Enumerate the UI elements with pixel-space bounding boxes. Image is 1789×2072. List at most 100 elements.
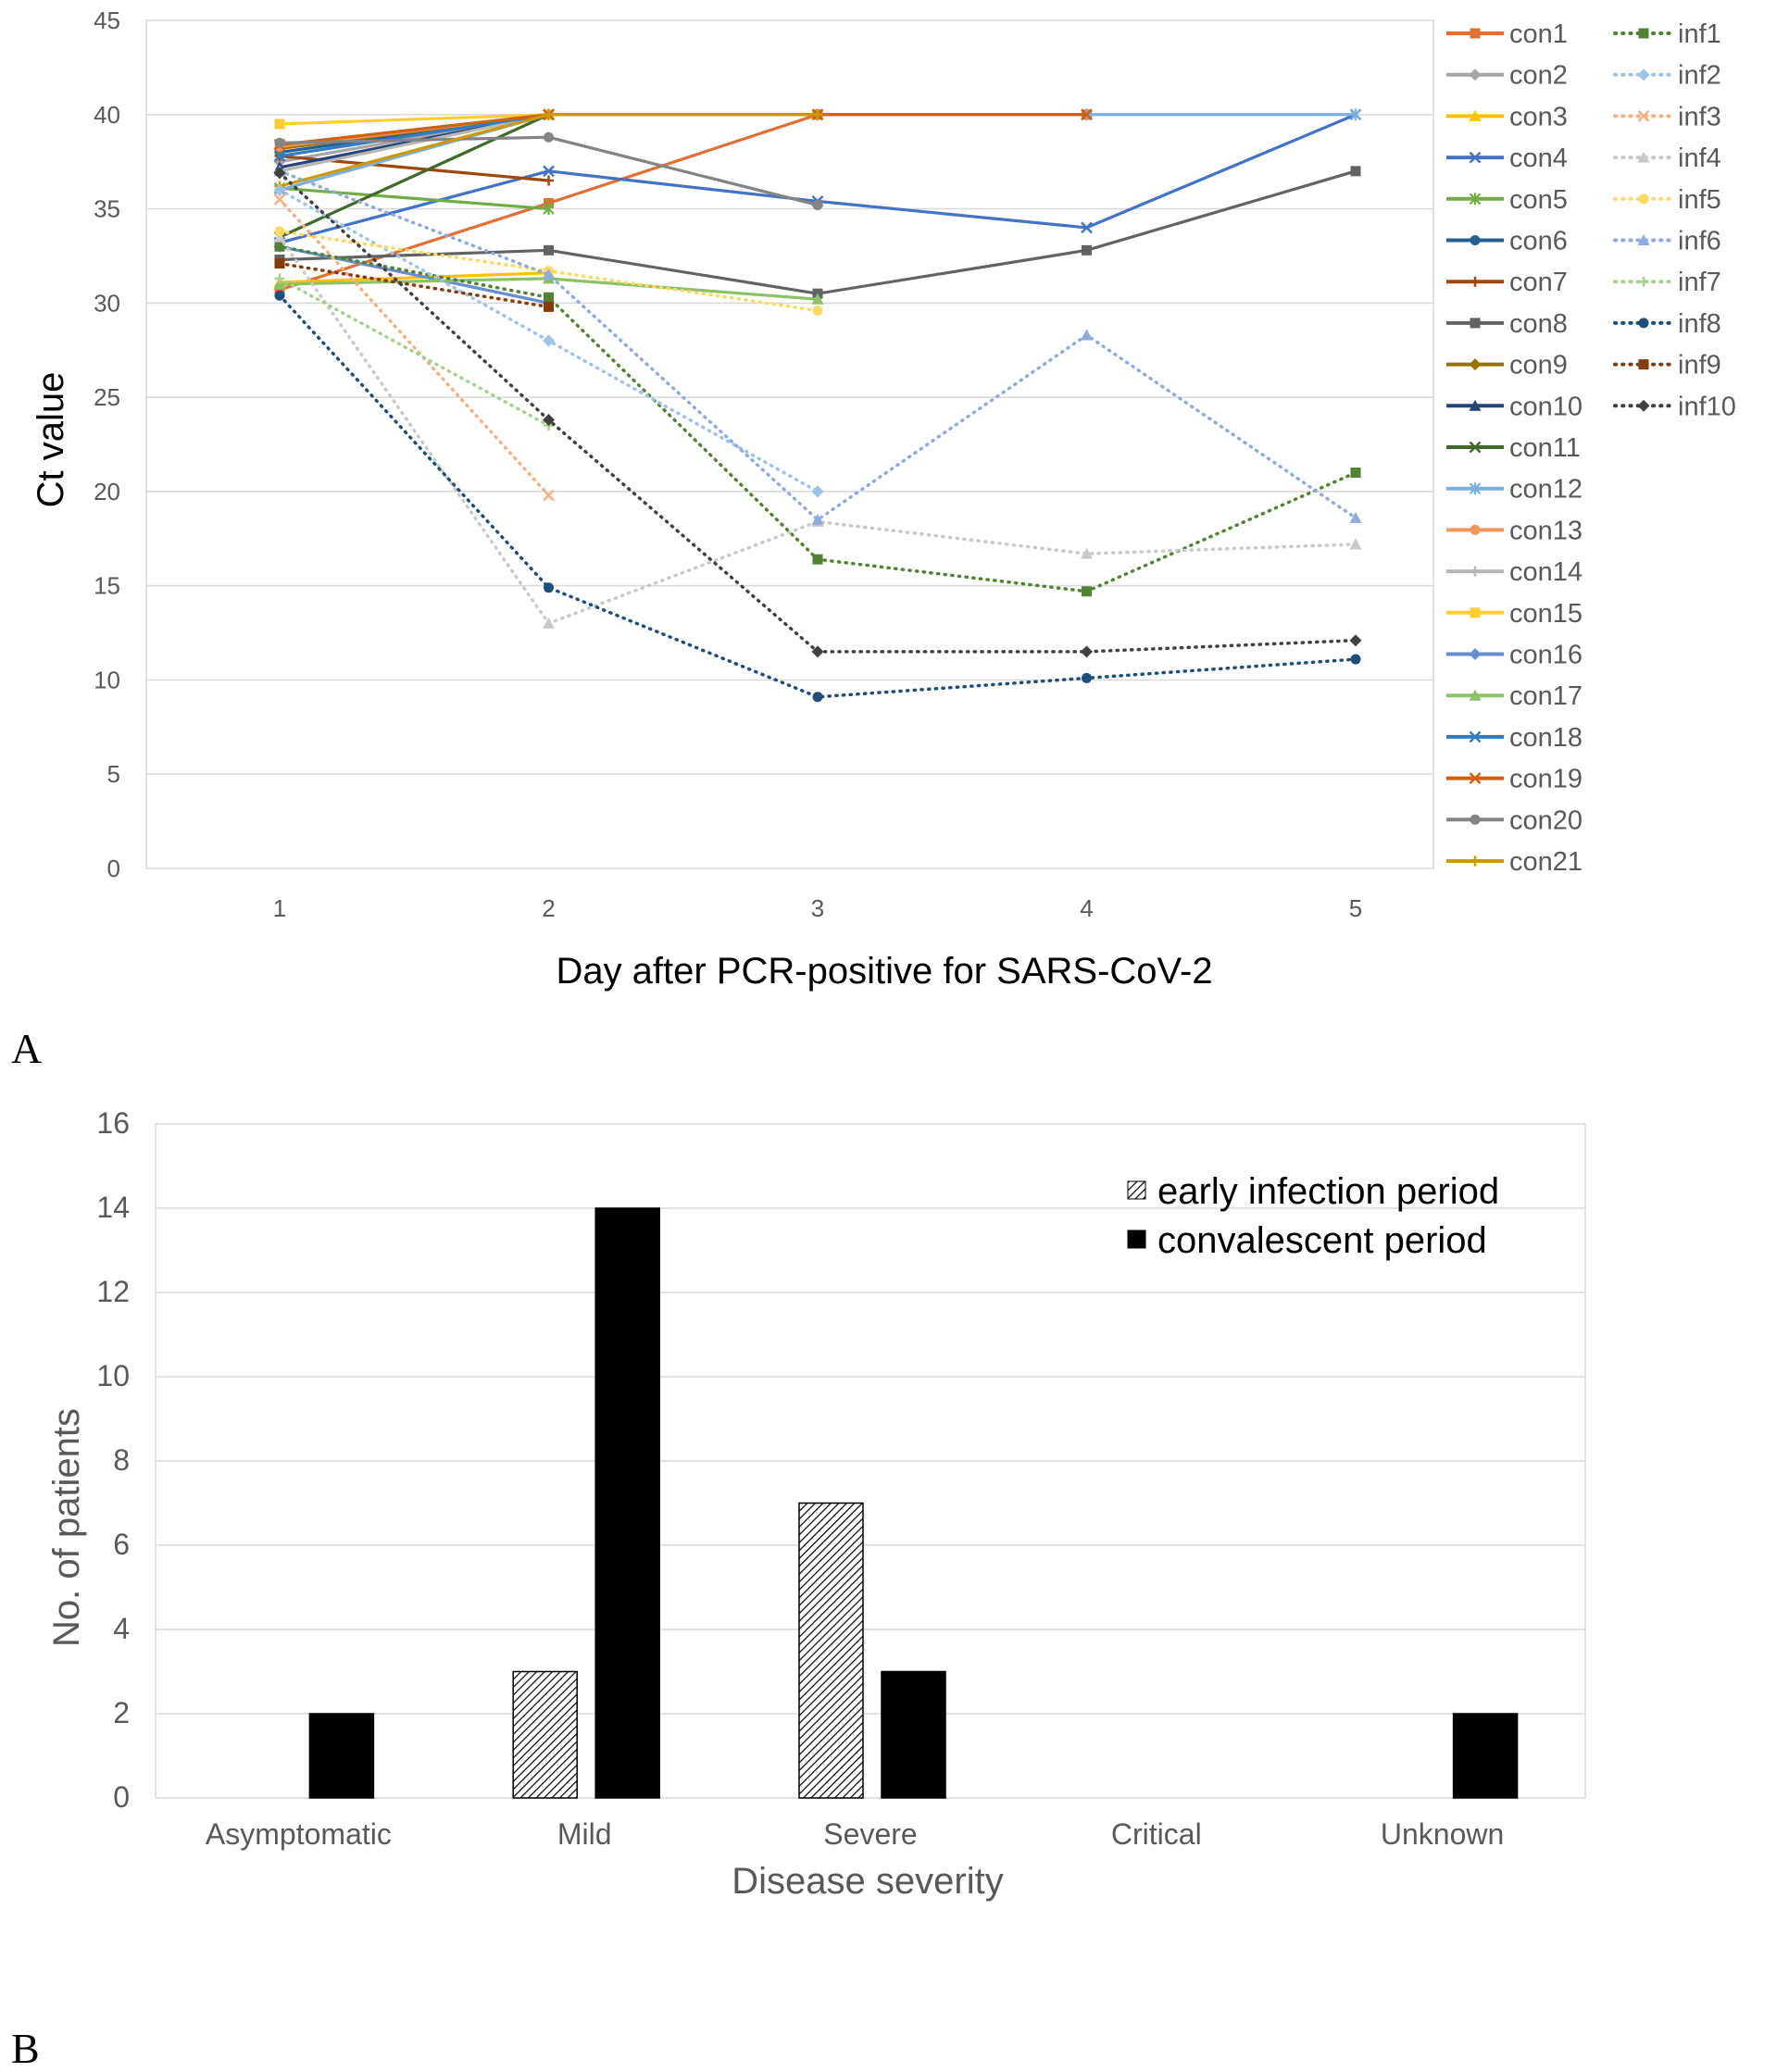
chart-a-y-tick-label: 20	[94, 478, 120, 506]
legend-item-con4: con4	[1446, 144, 1568, 173]
series-line-inf10	[278, 171, 1357, 654]
chart-a-y-tick-label: 0	[107, 855, 120, 882]
data-point-inf1	[812, 554, 823, 565]
legend-marker-con15	[1470, 607, 1481, 618]
chart-b-y-tick-label: 8	[113, 1443, 130, 1477]
legend-item-inf3: inf3	[1613, 102, 1721, 131]
chart-b-y-axis-title: No. of patients	[46, 1408, 87, 1647]
legend-label-inf2: inf2	[1678, 61, 1721, 91]
legend-label-con19: con19	[1509, 765, 1583, 794]
data-point-inf4	[1349, 538, 1362, 550]
legend-marker-con11	[1469, 441, 1482, 454]
data-point-inf9	[274, 258, 285, 269]
data-point-inf10	[543, 414, 555, 427]
legend-label-con13: con13	[1509, 516, 1583, 545]
data-point-inf2	[543, 334, 555, 347]
chart-b-category-label: Asymptomatic	[206, 1817, 392, 1851]
disease-severity-bar-chart: 0 2 4 6 8 10 12 14 16 Asymptomatic Mild Severe Crit…	[46, 1106, 1586, 1902]
chart-b-category-labels: Asymptomatic Mild Severe Critical Unknown	[206, 1817, 1504, 1851]
legend-label-inf3: inf3	[1678, 102, 1721, 131]
bar-severe-convalescent	[881, 1670, 946, 1799]
data-point-con15	[274, 119, 285, 130]
series-con20	[274, 131, 823, 210]
legend-label-con18: con18	[1509, 723, 1583, 753]
chart-a-x-tick-label: 2	[542, 894, 555, 922]
data-point-con7	[544, 175, 554, 186]
chart-a-y-tick-label: 25	[94, 383, 120, 411]
legend-marker-con5	[1469, 193, 1482, 206]
data-point-inf8	[274, 290, 285, 301]
chart-b-x-axis-title: Disease severity	[732, 1861, 1003, 1902]
chart-a-y-tick-label: 35	[94, 195, 120, 223]
chart-a-y-tick-label: 40	[94, 101, 120, 129]
legend-label-con12: con12	[1509, 475, 1583, 505]
data-point-con8	[544, 244, 554, 256]
data-point-inf5	[274, 226, 285, 237]
data-point-inf4	[543, 617, 555, 629]
legend-marker-inf5	[1638, 193, 1649, 205]
legend-item-con15: con15	[1446, 599, 1583, 629]
data-point-inf7	[274, 273, 285, 284]
legend-marker-con9	[1469, 358, 1482, 371]
data-point-con12	[1349, 108, 1362, 121]
legend-label-con3: con3	[1509, 102, 1568, 131]
legend-marker-con2	[1469, 69, 1482, 81]
data-point-inf6	[811, 513, 824, 525]
legend-marker-inf6	[1637, 234, 1650, 245]
data-point-inf1	[1082, 586, 1092, 597]
legend-marker-con19	[1469, 772, 1482, 784]
series-line-inf3	[278, 197, 551, 497]
panel-label-b: B	[11, 2025, 40, 2072]
legend-item-con1: con1	[1446, 19, 1568, 49]
legend-item-inf8: inf8	[1613, 309, 1721, 339]
chart-a-legend: con1 con2 con3 con4 con5 con6 con7 con8 con9 con1…	[1446, 19, 1736, 877]
chart-a-y-tick-label: 15	[94, 572, 120, 600]
series-line-con3	[279, 271, 549, 284]
data-point-inf4	[273, 231, 286, 243]
data-point-inf6	[1349, 511, 1362, 523]
series-line-con16	[279, 244, 549, 305]
legend-label: convalescent period	[1157, 1220, 1487, 1261]
chart-b-category-label: Unknown	[1381, 1817, 1504, 1851]
legend-label-inf4: inf4	[1678, 144, 1721, 173]
legend-marker-con1	[1470, 28, 1481, 39]
legend-item-con19: con19	[1446, 765, 1583, 794]
legend-marker-inf2	[1637, 69, 1650, 81]
series-line-inf6	[278, 169, 1357, 522]
legend-label-inf1: inf1	[1678, 19, 1721, 49]
legend-item-con5: con5	[1446, 185, 1568, 215]
legend-item-inf9: inf9	[1613, 351, 1721, 381]
data-point-con17	[273, 278, 286, 290]
legend-item-con13: con13	[1446, 516, 1583, 545]
legend-label-con11: con11	[1509, 433, 1581, 463]
data-point-inf10	[1081, 645, 1093, 658]
data-point-con18	[273, 150, 286, 162]
legend-label-con4: con4	[1509, 144, 1568, 173]
legend-label-con7: con7	[1509, 268, 1568, 297]
series-inf7	[274, 273, 554, 431]
legend-marker-inf10	[1637, 399, 1650, 412]
series-line-con11	[279, 113, 550, 239]
chart-b-y-tick-labels: 0 2 4 6 8 10 12 14 16	[96, 1106, 130, 1814]
chart-b-gridlines	[155, 1123, 1586, 1799]
legend-marker-con10	[1469, 399, 1482, 411]
legend-marker-inf7	[1638, 276, 1649, 287]
series-line-con5	[279, 186, 549, 211]
chart-b-y-tick-label: 16	[96, 1106, 130, 1140]
data-point-inf10	[273, 167, 286, 180]
legend-item-con8: con8	[1446, 309, 1568, 339]
legend-item-con21: con21	[1446, 847, 1583, 877]
panel-label-a: A	[11, 1025, 42, 1072]
chart-b-y-tick-label: 14	[96, 1191, 130, 1224]
legend-item-inf6: inf6	[1613, 227, 1721, 256]
legend-label-con14: con14	[1509, 557, 1583, 587]
chart-a-series	[273, 108, 1362, 703]
legend-marker-inf4	[1637, 151, 1650, 163]
legend-marker-con16	[1469, 648, 1482, 660]
legend-marker-inf8	[1638, 318, 1649, 329]
data-point-con4	[543, 165, 555, 178]
data-point-inf2	[273, 183, 286, 196]
legend-marker-con20	[1470, 814, 1481, 825]
legend-label-con20: con20	[1509, 805, 1583, 835]
